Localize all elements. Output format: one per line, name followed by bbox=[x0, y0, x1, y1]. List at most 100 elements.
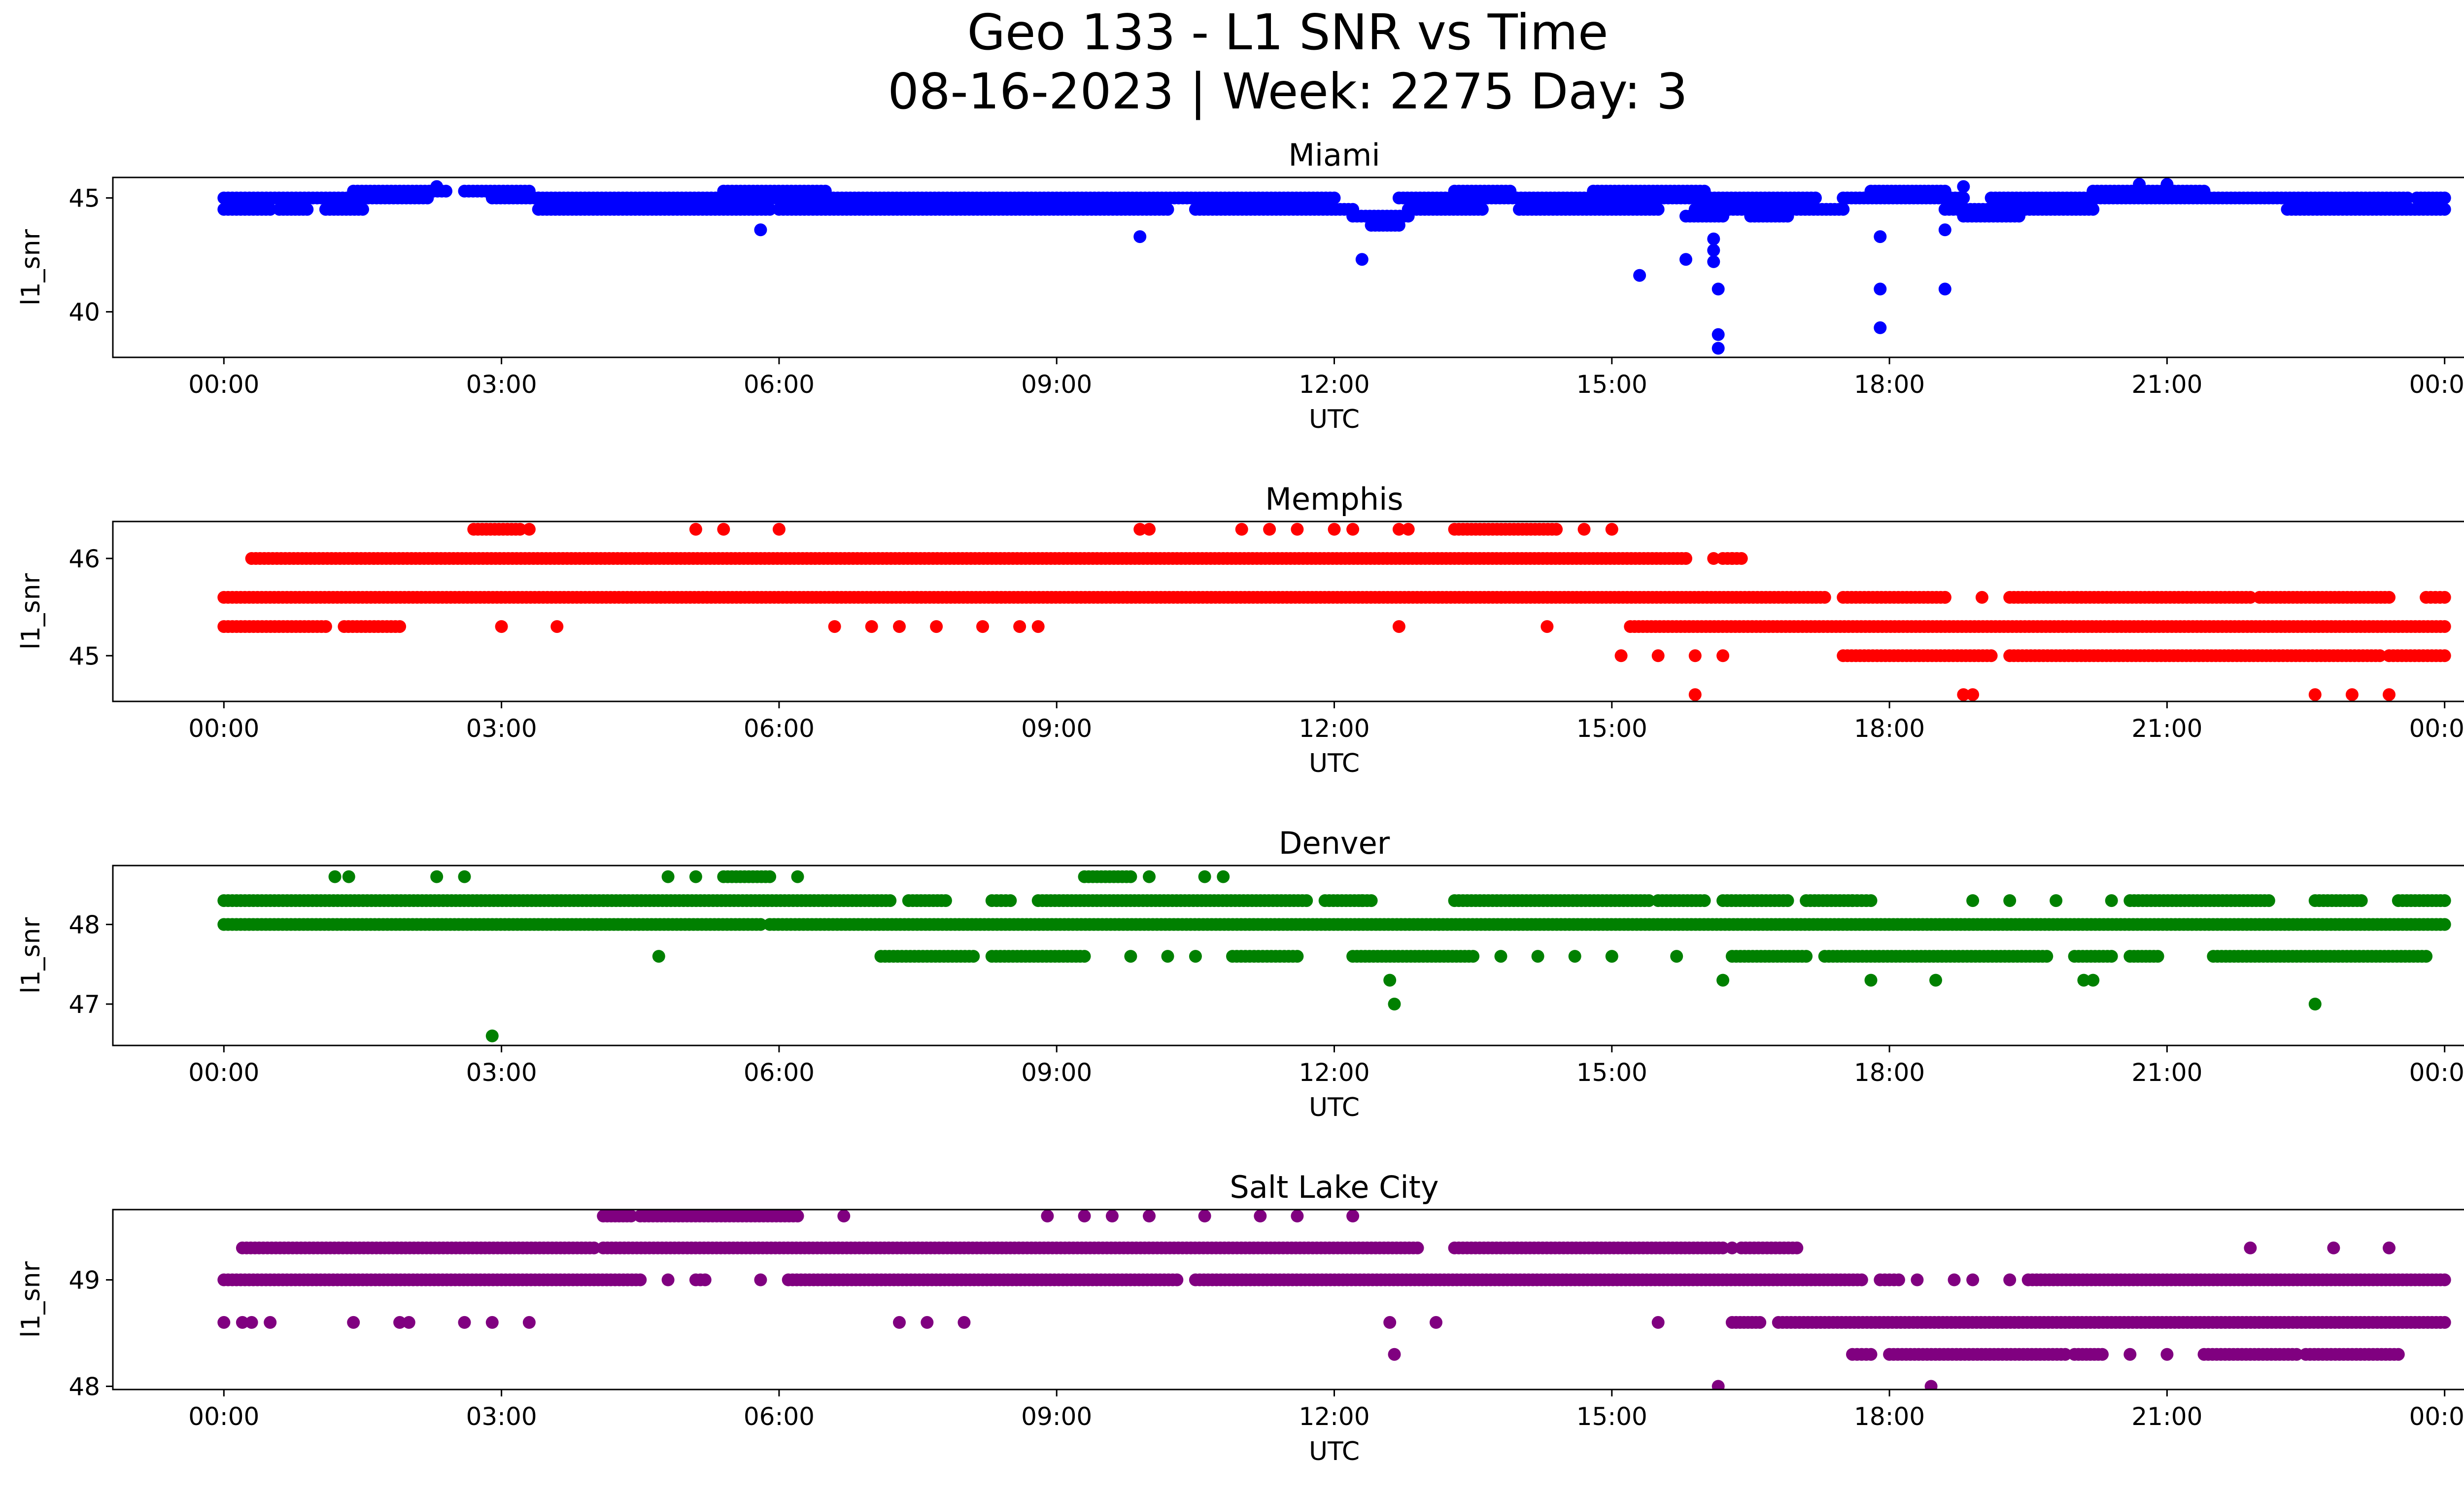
data-point bbox=[1392, 620, 1405, 633]
data-point bbox=[2160, 1348, 2174, 1361]
data-point bbox=[2058, 1348, 2072, 1361]
data-points bbox=[217, 177, 2451, 355]
data-point bbox=[1938, 223, 1951, 237]
data-point bbox=[1938, 184, 1951, 198]
data-point bbox=[393, 620, 407, 633]
data-point bbox=[1568, 950, 1581, 963]
data-point bbox=[2077, 973, 2090, 987]
data-point bbox=[976, 620, 989, 633]
data-point bbox=[1143, 1210, 1156, 1222]
data-point bbox=[2096, 1348, 2109, 1361]
data-point bbox=[328, 870, 342, 883]
data-point bbox=[828, 620, 841, 633]
data-point bbox=[217, 1316, 231, 1329]
data-point bbox=[1957, 191, 1970, 205]
data-point bbox=[2438, 620, 2451, 633]
x-tick-label: 00:00 bbox=[2409, 1058, 2464, 1087]
data-point bbox=[1235, 522, 1248, 536]
x-tick-label: 18:00 bbox=[1854, 1058, 1925, 1087]
x-tick-label: 12:00 bbox=[1299, 1058, 1369, 1087]
data-point bbox=[1355, 894, 1369, 907]
data-point bbox=[884, 894, 897, 907]
data-point bbox=[1864, 973, 1878, 987]
data-point bbox=[1504, 184, 1517, 198]
data-point bbox=[2003, 894, 2017, 907]
data-point bbox=[1716, 973, 1730, 987]
x-tick-label: 09:00 bbox=[1021, 1058, 1092, 1087]
data-point bbox=[2438, 191, 2451, 205]
data-point bbox=[2383, 1241, 2396, 1254]
data-point bbox=[1725, 552, 1739, 565]
data-point bbox=[2244, 591, 2257, 604]
data-point bbox=[1388, 998, 1401, 1010]
data-point bbox=[2401, 191, 2414, 205]
data-point bbox=[634, 1273, 647, 1286]
data-point bbox=[717, 522, 730, 536]
data-point bbox=[356, 203, 369, 216]
data-point bbox=[958, 1316, 971, 1329]
x-tick-label: 03:00 bbox=[466, 714, 537, 743]
data-point bbox=[1985, 649, 1998, 662]
data-point bbox=[754, 918, 767, 931]
data-point bbox=[458, 1316, 471, 1329]
data-point bbox=[754, 1273, 767, 1286]
data-point bbox=[763, 870, 777, 883]
data-point bbox=[698, 1273, 712, 1286]
data-point bbox=[1855, 1273, 1868, 1286]
data-point bbox=[2003, 1273, 2017, 1286]
data-point bbox=[2438, 894, 2451, 907]
data-point bbox=[2308, 998, 2322, 1010]
x-tick-label: 03:00 bbox=[466, 1402, 537, 1431]
data-point bbox=[1328, 522, 1341, 536]
data-point bbox=[1078, 950, 1091, 963]
subplot-title: Memphis bbox=[1265, 481, 1403, 517]
figure-title-line2: 08-16-2023 | Week: 2275 Day: 3 bbox=[888, 63, 1687, 120]
data-point bbox=[791, 1210, 804, 1222]
data-point bbox=[1254, 1210, 1267, 1222]
x-tick-label: 18:00 bbox=[1854, 1402, 1925, 1431]
data-point bbox=[1781, 894, 1794, 907]
x-tick-label: 09:00 bbox=[1021, 714, 1092, 743]
data-point bbox=[2345, 688, 2359, 701]
data-point bbox=[1938, 282, 1951, 296]
data-point bbox=[2308, 688, 2322, 701]
data-point bbox=[1291, 1210, 1304, 1222]
data-point bbox=[2160, 177, 2174, 191]
data-point bbox=[930, 620, 943, 633]
data-point bbox=[689, 870, 702, 883]
data-point bbox=[1004, 894, 1017, 907]
data-point bbox=[1957, 688, 1970, 701]
data-point bbox=[1475, 203, 1489, 216]
data-point bbox=[2244, 1241, 2257, 1254]
data-point bbox=[485, 1029, 499, 1043]
data-point bbox=[1818, 591, 1831, 604]
y-tick-label: 45 bbox=[68, 642, 100, 670]
data-point bbox=[1651, 649, 1665, 662]
data-point bbox=[2383, 688, 2396, 701]
data-point bbox=[2438, 649, 2451, 662]
x-tick-label: 03:00 bbox=[466, 370, 537, 399]
data-point bbox=[2087, 203, 2100, 216]
data-point bbox=[2050, 894, 2063, 907]
data-point bbox=[1711, 342, 1725, 355]
axes-frame bbox=[112, 1209, 2464, 1391]
data-point bbox=[1651, 203, 1665, 216]
subplot-title: Denver bbox=[1279, 825, 1390, 861]
data-point bbox=[1688, 688, 1702, 701]
x-tick-label: 03:00 bbox=[466, 1058, 537, 1087]
data-point bbox=[939, 894, 952, 907]
data-point bbox=[1133, 522, 1147, 536]
data-point bbox=[1161, 950, 1174, 963]
data-point bbox=[1430, 1316, 1442, 1329]
data-point bbox=[1975, 591, 1988, 604]
data-point bbox=[1263, 522, 1276, 536]
data-point bbox=[1948, 1273, 1961, 1286]
data-point bbox=[1143, 522, 1156, 536]
data-point bbox=[791, 870, 804, 883]
x-tick-label: 21:00 bbox=[2131, 714, 2202, 743]
data-point bbox=[1217, 870, 1230, 883]
data-point bbox=[1924, 1380, 1938, 1390]
